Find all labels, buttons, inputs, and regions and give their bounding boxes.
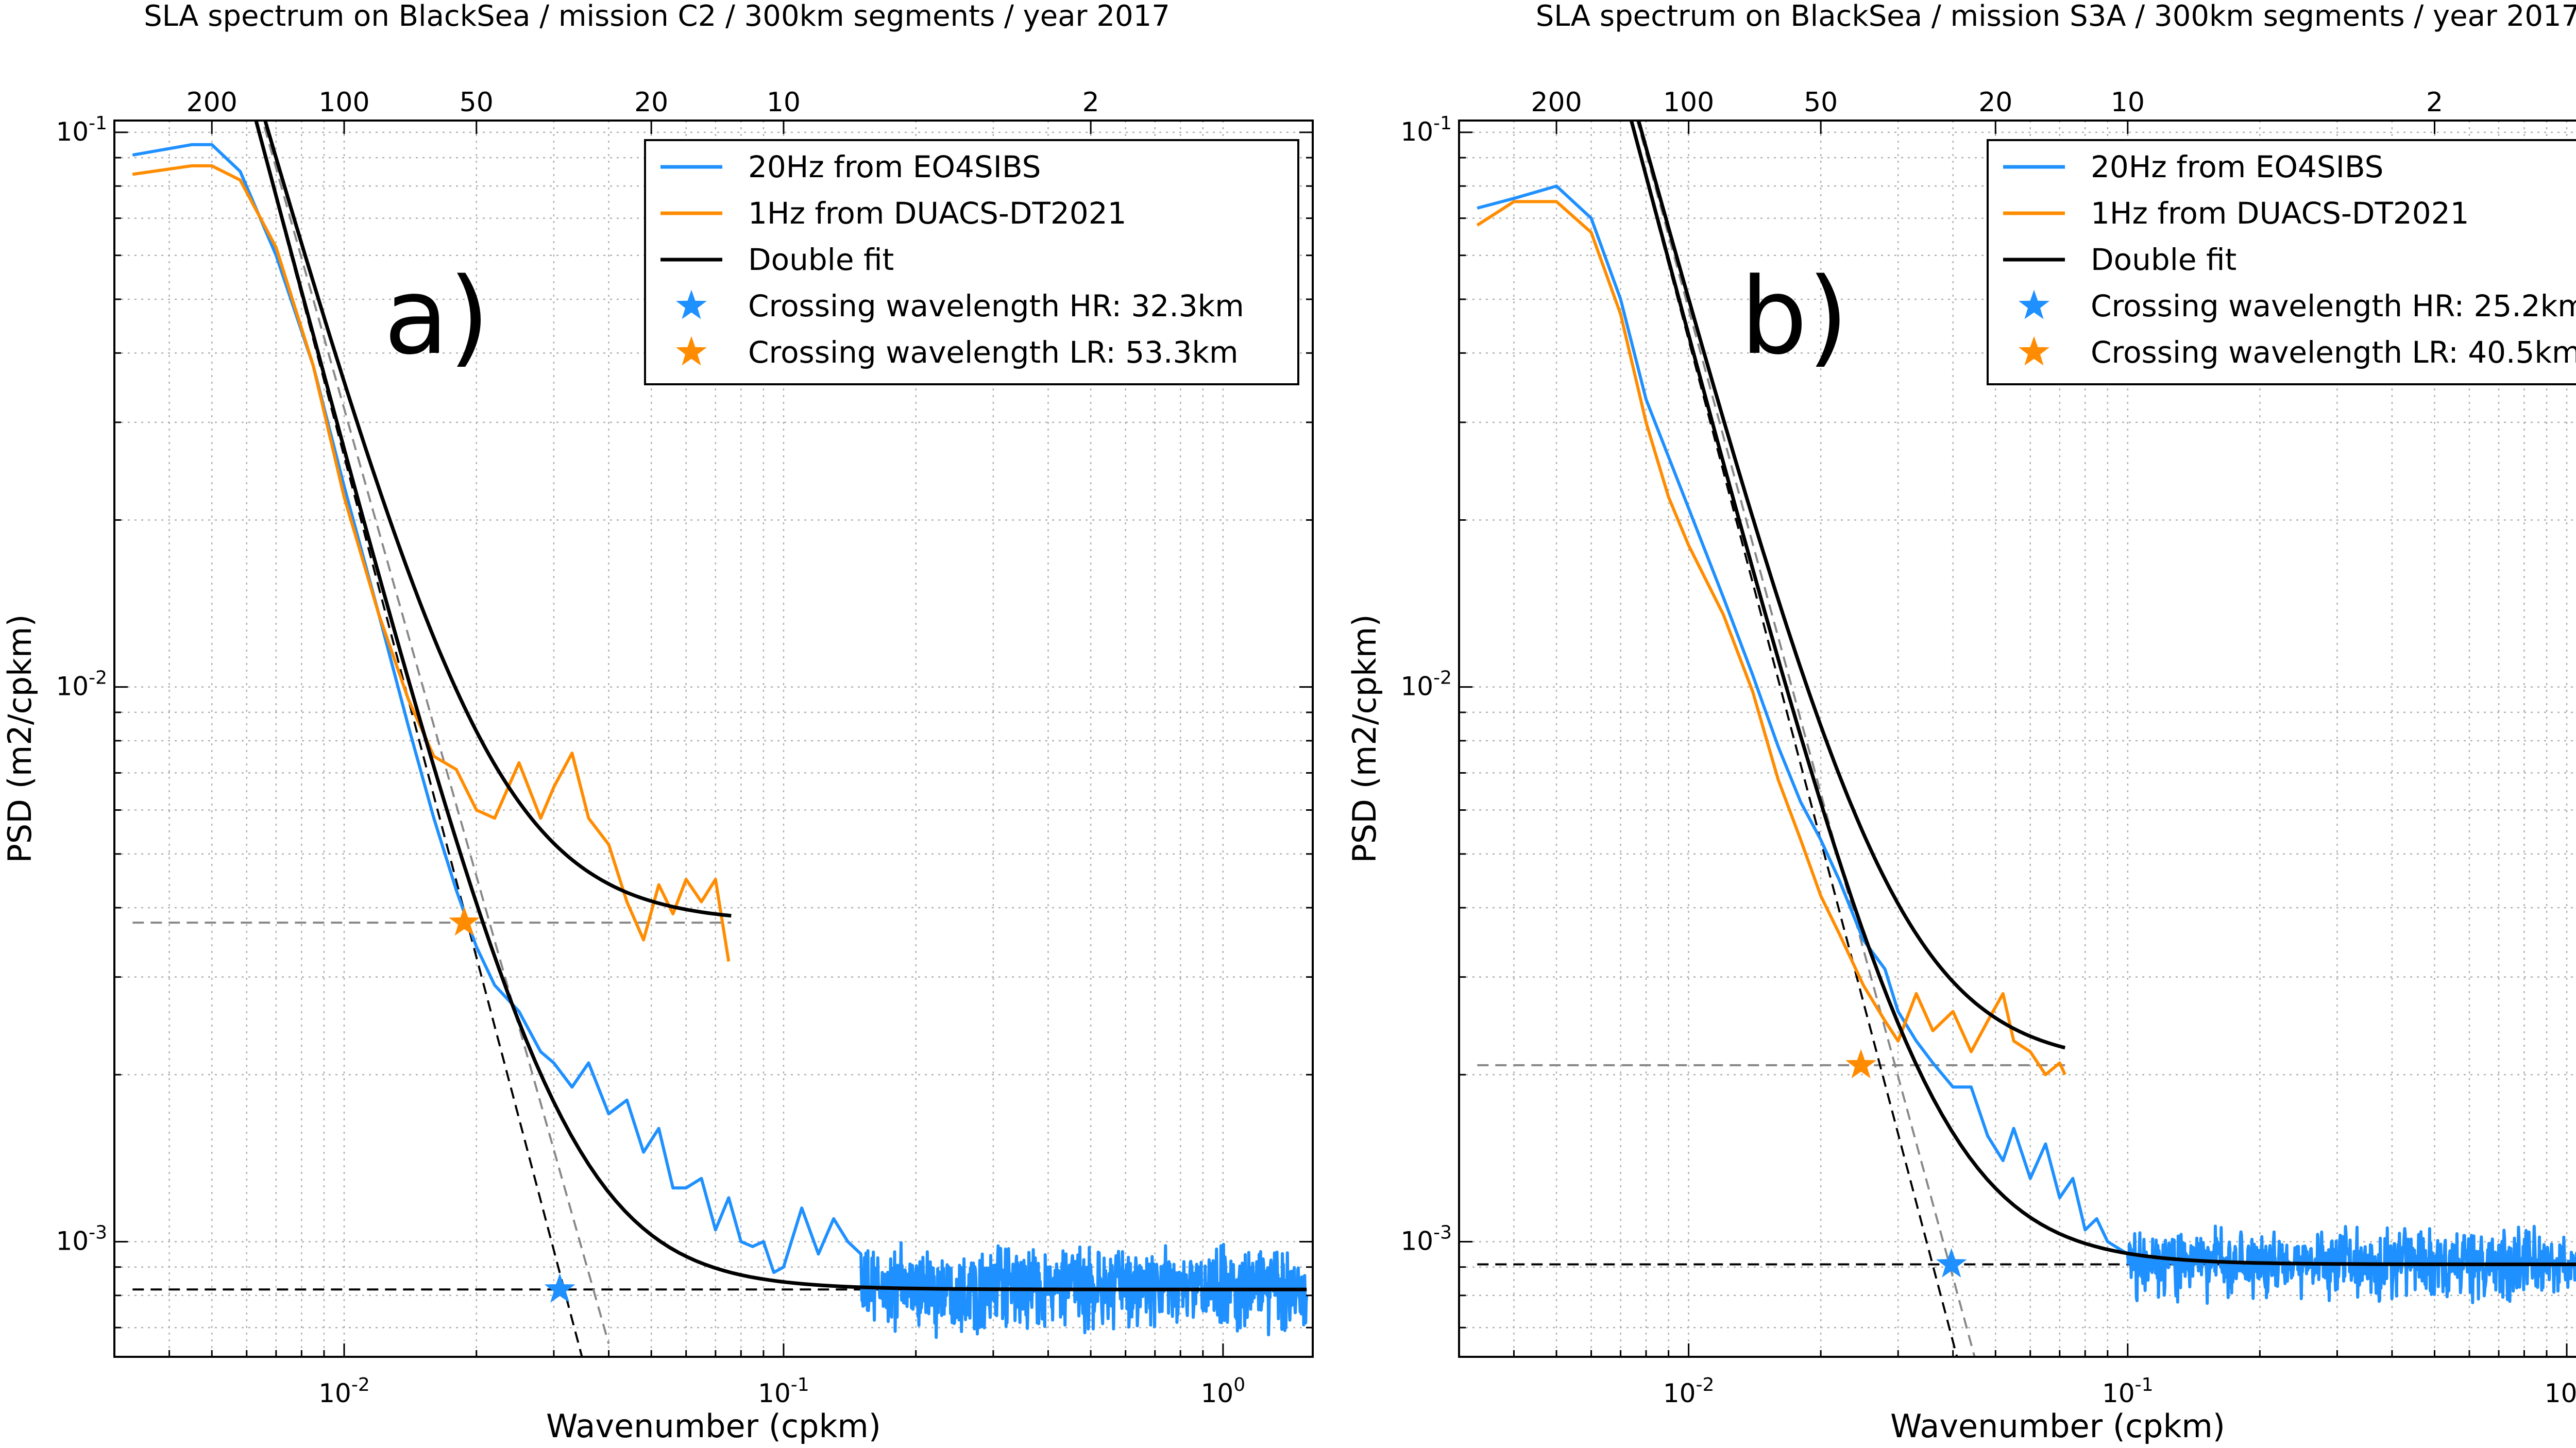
axes-frame: [1458, 120, 2576, 1358]
y-tick-label: 10-2: [56, 668, 107, 702]
crossing-point-star: [449, 906, 480, 936]
y-tick-label: 10-3: [56, 1222, 107, 1256]
panel-label: a): [384, 255, 490, 378]
double-fit-line: [263, 121, 732, 918]
x-tick-label: 10-2: [1663, 1374, 1715, 1408]
top-axis-tick-label: 20: [634, 87, 668, 118]
x-axis-label: Wavenumber (cpkm): [1890, 1407, 2225, 1445]
legend-entry-label: Crossing wavelength LR: 53.3km: [748, 335, 1238, 370]
top-axis-tick-label: 100: [1663, 87, 1714, 118]
legend-entry-label: 20Hz from EO4SIBS: [2091, 149, 2383, 184]
panel-label: b): [1740, 255, 1849, 378]
y-tick-label: 10-3: [1400, 1222, 1452, 1256]
x-tick-label: 10-2: [318, 1374, 370, 1408]
legend-box: [1987, 139, 2576, 385]
y-axis-label: PSD (m2/cpkm): [1346, 614, 1383, 863]
series-line-lr: [1476, 200, 2066, 1077]
y-tick-label: 10-1: [1400, 113, 1452, 147]
x-tick-label: 100: [2545, 1374, 2576, 1408]
legend-entry-label: Double fit: [748, 242, 894, 277]
legend: 20Hz from EO4SIBS 1Hz from DUACS-DT2021 Do…: [1987, 139, 2576, 385]
axes-frame: [113, 120, 1314, 1358]
plot-area: [132, 121, 1309, 1357]
ticks: [113, 121, 1313, 1357]
x-tick-label: 100: [1201, 1374, 1246, 1408]
top-axis-tick-label: 100: [318, 87, 369, 118]
legend-box: [644, 139, 1299, 385]
x-tick-label: 10-1: [2102, 1374, 2154, 1408]
legend-entry-label: Crossing wavelength HR: 32.3km: [748, 288, 1244, 323]
double-fit-line: [1636, 121, 2066, 1050]
top-axis-tick-label: 20: [1978, 87, 2012, 118]
legend-entry-label: 1Hz from DUACS-DT2021: [748, 196, 1127, 231]
chart-title: SLA spectrum on BlackSea / mission C2 / …: [144, 0, 1170, 33]
crossing-point-star: [1936, 1248, 1967, 1278]
chart-title: SLA spectrum on BlackSea / mission S3A /…: [1536, 0, 2576, 33]
plot-area: [1476, 121, 2576, 1357]
grid: [1458, 121, 2576, 1357]
y-tick-label: 10-1: [56, 113, 107, 147]
legend-swatch-star: [2019, 336, 2049, 366]
legend-entry-label: 1Hz from DUACS-DT2021: [2091, 196, 2469, 231]
top-axis-tick-label: 200: [1531, 87, 1582, 118]
top-axis-tick-label: 10: [2111, 87, 2145, 118]
legend-swatch-star: [2019, 289, 2049, 319]
legend-entry-label: Crossing wavelength HR: 25.2km: [2091, 288, 2576, 323]
chart-panel-right: SLA spectrum on BlackSea / mission S3A /…: [1346, 0, 2576, 1445]
legend-swatch-star: [676, 336, 707, 366]
top-axis-tick-label: 2: [2426, 87, 2443, 118]
x-axis-label: Wavenumber (cpkm): [546, 1407, 881, 1445]
reference-line-powerlaw: [254, 121, 583, 1357]
crossing-point-star: [544, 1273, 575, 1303]
series-line-hr: [1477, 184, 2576, 1305]
top-axis-tick-label: 10: [767, 87, 801, 118]
double-fit-line: [254, 121, 1307, 1291]
top-axis-tick-label: 2: [1082, 87, 1099, 118]
x-tick-label: 10-1: [758, 1374, 809, 1408]
legend-swatch-star: [676, 289, 707, 319]
chart-panel-left: SLA spectrum on BlackSea / mission C2 / …: [1, 0, 1314, 1445]
top-axis-tick-label: 50: [1804, 87, 1838, 118]
legend-entry-label: Crossing wavelength LR: 40.5km: [2091, 335, 2576, 370]
y-axis-label: PSD (m2/cpkm): [1, 614, 39, 863]
legend-entry-label: 20Hz from EO4SIBS: [748, 149, 1041, 184]
legend-entry-label: Double fit: [2091, 242, 2236, 277]
double-fit-line: [1629, 121, 2576, 1266]
top-axis-tick-label: 200: [187, 87, 238, 118]
grid: [113, 121, 1313, 1357]
top-axis-tick-label: 50: [460, 87, 494, 118]
legend: 20Hz from EO4SIBS 1Hz from DUACS-DT2021 Do…: [644, 139, 1299, 385]
crossing-point-star: [1845, 1049, 1877, 1079]
y-tick-label: 10-2: [1400, 668, 1452, 702]
reference-line-powerlaw: [261, 121, 610, 1344]
ticks: [1458, 121, 2568, 1357]
